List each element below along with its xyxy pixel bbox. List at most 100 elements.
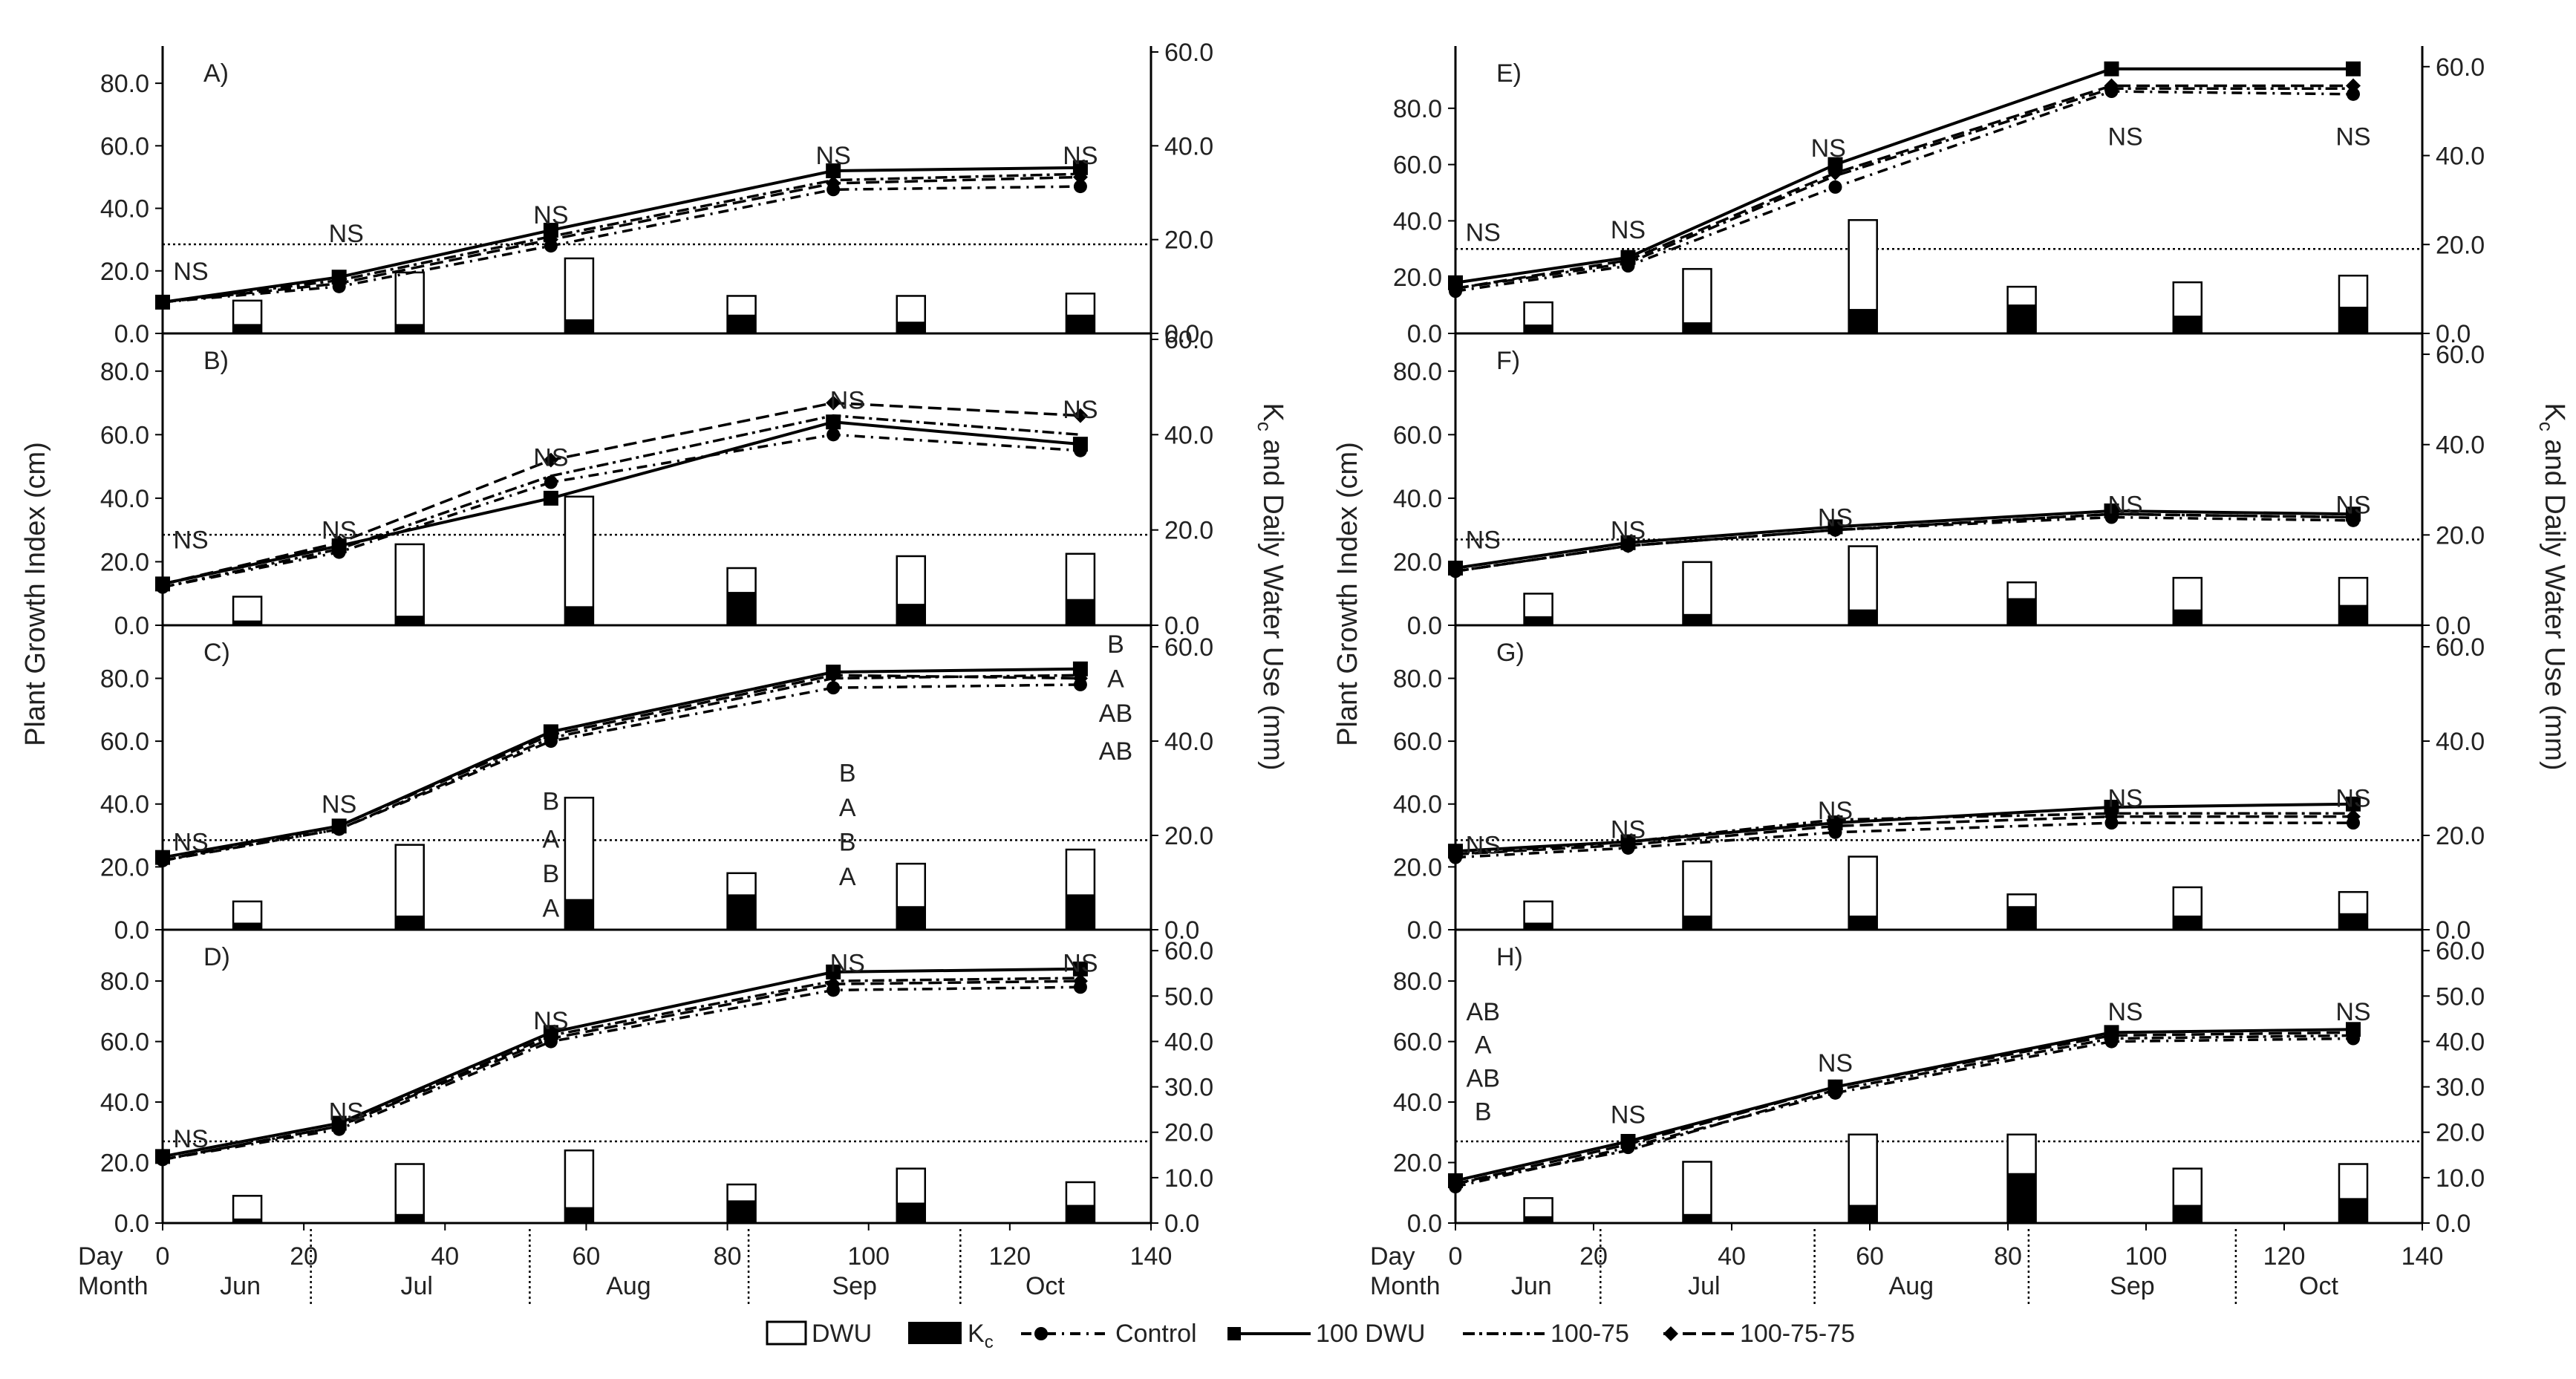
panel-label: F)	[1496, 347, 1520, 375]
panel-h: 0.0 20.0 40.0 60.0 80.0 0.0 10.0 20.0 30.0 40.0 50…	[1393, 930, 2485, 1238]
treatment-point	[1827, 522, 1843, 538]
legend-kc-swatch	[908, 1322, 962, 1344]
significance-label: A	[839, 863, 856, 891]
significance-label: NS	[329, 220, 364, 248]
right-tick-label: 40.0	[1164, 421, 1213, 449]
significance-label: NS	[173, 527, 208, 555]
panel-label: C)	[203, 639, 230, 667]
legend: DWU Kc Control 100 DWU 100-75 100-75-75	[766, 1320, 1855, 1352]
significance-label: NS	[2335, 784, 2370, 812]
control-point	[826, 428, 841, 442]
significance-label: A	[839, 794, 856, 822]
significance-label: B	[839, 759, 856, 787]
series-line-100-dwu	[1455, 802, 2354, 853]
left-tick-label: 0.0	[1407, 320, 1442, 348]
control-point	[2347, 87, 2360, 101]
significance-label: A	[543, 825, 560, 853]
left-tick-label: 80.0	[1393, 358, 1442, 386]
dwu100-point	[2346, 61, 2361, 76]
treatment-point	[1072, 974, 1088, 989]
month-label: Jun	[1511, 1272, 1552, 1300]
right-axis-title-right-column: Kc and Daily Water Use (mm)	[2535, 402, 2570, 770]
right-tick-label: 20.0	[2436, 822, 2485, 850]
kc-bar	[2007, 304, 2036, 333]
dwu100-point	[1827, 157, 1843, 172]
treatment-point	[1827, 1079, 1843, 1095]
right-axis-title-sub: c	[1253, 422, 1276, 431]
series-line-100-75-75	[1455, 84, 2353, 290]
legend-kc-sub: c	[985, 1332, 994, 1352]
left-tick-label: 80.0	[100, 358, 149, 386]
month-label: Aug	[1889, 1272, 1934, 1300]
kc-bar	[564, 899, 593, 930]
treatment-point	[155, 576, 170, 592]
panel-d: 0.0 20.0 40.0 60.0 80.0 0.0 10.0 20.0 30.0 40.0 50…	[100, 930, 1213, 1238]
right-tick-label: 60.0	[1164, 633, 1213, 662]
significance-label: NS	[1466, 527, 1501, 555]
control-point	[544, 475, 558, 489]
treatment-point	[155, 294, 170, 310]
series-line-100-75	[162, 172, 1080, 304]
dwu-bar	[394, 543, 425, 627]
x-axis-layer: 0 20 40 60 80 100 120 140 Jun Jul Aug Sep Oct 0 20 40 60…	[156, 1223, 2443, 1307]
treatment-point	[2104, 809, 2119, 824]
left-axis-title-left-column: Plant Growth Index (cm)	[20, 442, 51, 746]
treatment-point	[1620, 538, 1636, 554]
control-point	[1828, 180, 1842, 194]
left-tick-label: 80.0	[1393, 665, 1442, 693]
month-label: Sep	[2110, 1272, 2155, 1300]
kc-bar	[395, 616, 424, 625]
right-tick-label: 0.0	[2436, 612, 2471, 640]
right-tick-label: 40.0	[1164, 728, 1213, 756]
legend-kc-main: K	[968, 1320, 985, 1348]
significance-label: NS	[1818, 1049, 1853, 1078]
left-tick-label: 20.0	[100, 258, 149, 286]
left-tick-label: 0.0	[114, 612, 149, 640]
x-tick-label: 40	[1718, 1242, 1746, 1271]
significance-label: NS	[173, 829, 208, 857]
kc-bar	[1524, 922, 1553, 930]
left-tick-label: 20.0	[1393, 548, 1442, 576]
treatment-point	[1448, 564, 1463, 579]
dwu100-point	[543, 223, 558, 238]
kc-bar	[2007, 598, 2036, 625]
significance-label: NS	[1466, 832, 1501, 860]
treatment-point	[331, 535, 347, 550]
panel-g: 0.0 20.0 40.0 60.0 80.0 0.0 20.0 40.0 60.0 G) NS NS…	[1393, 625, 2485, 945]
kc-bar	[727, 1200, 756, 1223]
kc-bar	[1848, 309, 1877, 333]
series-line-control	[162, 433, 1081, 589]
left-tick-label: 40.0	[1393, 485, 1442, 513]
right-tick-label: 40.0	[1164, 132, 1213, 160]
significance-label: NS	[2107, 123, 2142, 151]
significance-label: AB	[1099, 737, 1132, 766]
kc-bar	[727, 592, 756, 625]
x-tick-label: 80	[714, 1242, 742, 1271]
legend-kc-label: Kc	[968, 1320, 994, 1352]
significance-label: NS	[533, 201, 568, 229]
kc-bar	[1848, 915, 1877, 930]
right-tick-label: 0.0	[2436, 916, 2471, 945]
treatment-point	[2346, 78, 2361, 94]
left-tick-label: 60.0	[100, 728, 149, 756]
significance-label: A	[1107, 665, 1124, 693]
panel-c: 0.0 20.0 40.0 60.0 80.0 0.0 20.0 40.0 60.0 C) NS NS…	[100, 625, 1213, 945]
x-tick-label: 120	[988, 1242, 1031, 1271]
panel-label: G)	[1496, 639, 1525, 667]
treatment-point	[2104, 1028, 2119, 1043]
significance-label: A	[543, 894, 560, 922]
panel-label: A)	[203, 59, 229, 88]
right-tick-label: 50.0	[1164, 982, 1213, 1011]
x-tick-label: 80	[1994, 1242, 2022, 1271]
panel-a: 0.0 20.0 40.0 60.0 80.0 0.0 20.0 40.0 60.0 A) NS NS…	[100, 39, 1213, 348]
x-tick-label: 100	[847, 1242, 890, 1271]
legend-100dwu-marker	[1227, 1327, 1241, 1340]
month-label-left: Month	[78, 1272, 149, 1300]
significance-label: NS	[2335, 998, 2370, 1026]
series-line-100-dwu	[1455, 67, 2353, 284]
treatment-point	[155, 1152, 170, 1167]
right-tick-label: 40.0	[2436, 143, 2485, 171]
panel-f: 0.0 20.0 40.0 60.0 80.0 0.0 20.0 40.0 60.0 F) NS NS…	[1393, 333, 2485, 640]
series-line-control	[1455, 1037, 2354, 1188]
